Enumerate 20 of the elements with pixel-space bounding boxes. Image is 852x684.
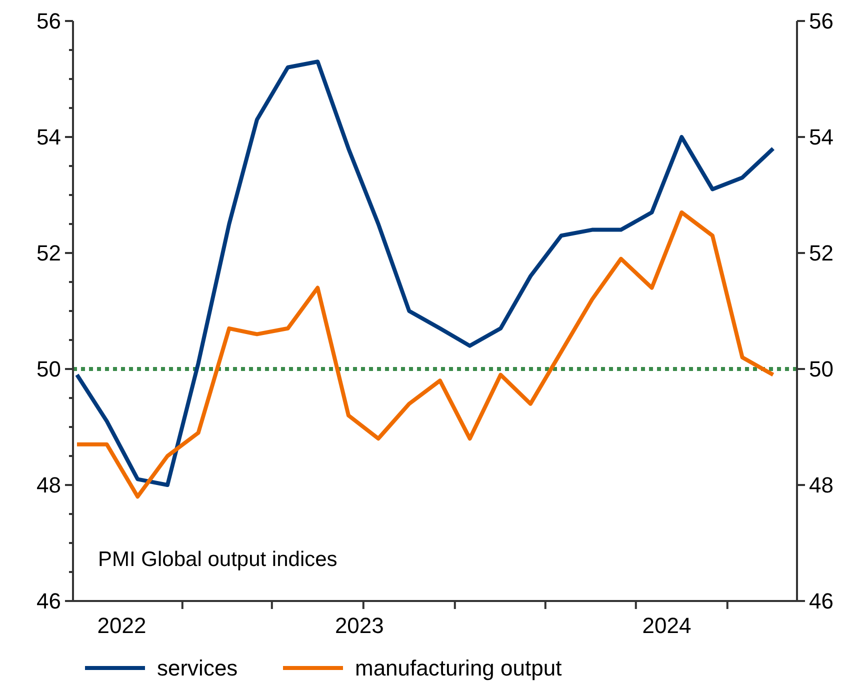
x-tick-label: 2024	[642, 613, 692, 638]
y2-tick-label: 50	[809, 356, 834, 382]
line-series	[74, 210, 776, 499]
y-tick-label: 50	[36, 356, 61, 382]
y-tick-label: 46	[36, 588, 61, 614]
y2-tick-label: 46	[809, 588, 834, 614]
y2-tick-label: 54	[809, 124, 834, 150]
line-series	[74, 60, 776, 487]
legend-label: manufacturing output	[355, 656, 562, 681]
y2-tick-label: 52	[809, 240, 834, 266]
y-tick-label: 54	[36, 124, 61, 150]
x-tick-label: 2023	[334, 613, 384, 638]
annotation: PMI Global output indices	[98, 548, 338, 571]
y2-tick-label: 56	[809, 8, 834, 34]
x-tick-label: 2022	[97, 613, 146, 638]
legend-label: services	[157, 656, 238, 681]
y-tick-label: 56	[36, 8, 61, 34]
y-tick-label: 48	[36, 472, 61, 498]
y2-tick-label: 48	[809, 472, 834, 498]
y-tick-label: 52	[36, 240, 61, 266]
